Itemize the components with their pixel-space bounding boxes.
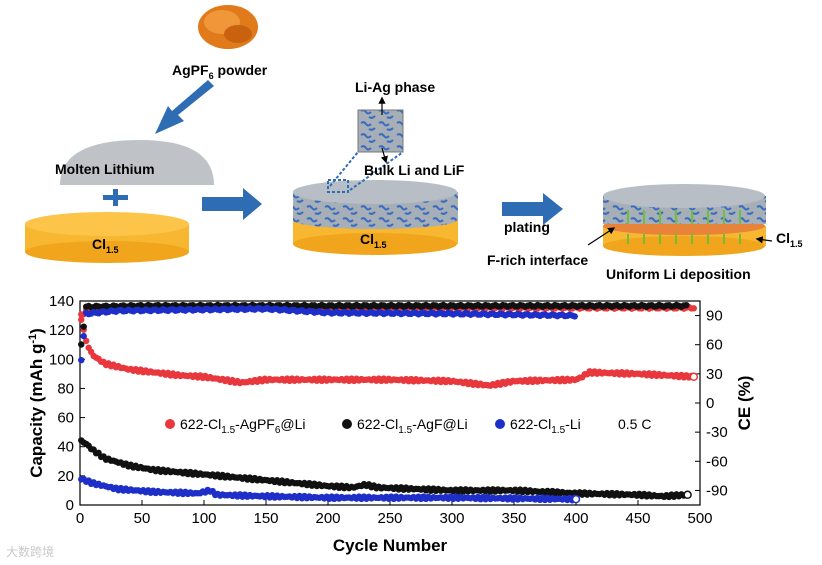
x-tick-label: 400: [563, 510, 588, 527]
capacity-endpoint-agf: [683, 490, 692, 500]
uniform-deposition-label: Uniform Li deposition: [606, 266, 751, 282]
ce-point-agf: [78, 341, 85, 348]
x-tick-label: 250: [377, 510, 402, 527]
molten-lithium-dome: [60, 140, 214, 185]
cl-label-left: Cl1.5: [92, 236, 119, 255]
legend-label-agpf6: 622-Cl1.5-AgPF6@Li: [180, 416, 306, 436]
cl-label-middle: Cl1.5: [360, 231, 387, 250]
cathode-disk-left: [25, 212, 189, 263]
y-left-axis-title: Capacity (mAh g-1): [27, 328, 46, 478]
data-points: [78, 301, 699, 504]
legend-label-agf: 622-Cl1.5-AgF@Li: [357, 416, 468, 436]
y-left-axis-ticks: 0 20 40 60 80 100 120 140: [49, 293, 85, 514]
y-left-tick-label: 60: [57, 410, 74, 427]
bulk-li-label: Bulk Li and LiF: [364, 162, 465, 178]
x-tick-label: 50: [134, 510, 151, 527]
y-left-tick-label: 100: [49, 351, 74, 368]
legend-marker-agf: [342, 419, 352, 429]
y-left-tick-label: 80: [57, 380, 74, 397]
y-left-tick-label: 20: [57, 468, 74, 485]
y-right-axis-title: CE (%): [735, 376, 754, 431]
arrow-step-one: [202, 188, 262, 220]
x-tick-label: 100: [191, 510, 216, 527]
watermark-logo: 大数跨境: [6, 545, 55, 559]
arrow-plating: [502, 193, 563, 225]
capacity-endpoint-agpf6: [689, 372, 699, 382]
x-tick-label: 150: [253, 510, 278, 527]
anode-disk-middle: [293, 180, 458, 255]
y-left-tick-label: 140: [49, 293, 74, 310]
legend-marker-agpf6: [165, 419, 175, 429]
y-right-tick-label: -90: [706, 482, 728, 499]
anode-disk-right: [603, 184, 766, 256]
y-right-tick-label: -60: [706, 453, 728, 470]
ce-point-agf: [683, 301, 690, 309]
y-left-tick-label: 120: [49, 322, 74, 339]
ce-point-agf: [80, 323, 87, 330]
x-axis-title: Cycle Number: [333, 536, 448, 555]
plus-icon: [103, 189, 128, 206]
y-right-tick-label: 0: [706, 395, 714, 412]
zoom-box: [327, 179, 349, 193]
ce-point-agpf6: [78, 316, 85, 323]
synthesis-schematic: AgPF6 powder Molten Lithium Cl1.5 Cl1.5 …: [25, 5, 803, 282]
ce-point-li: [80, 332, 87, 340]
powder-image: [198, 5, 258, 49]
y-right-tick-label: -30: [706, 424, 728, 441]
x-tick-label: 350: [501, 510, 526, 527]
plating-label: plating: [504, 219, 550, 235]
arrow-powder-to-lithium: [155, 80, 214, 134]
ce-point-agpf6: [690, 305, 697, 312]
ce-point-li: [78, 356, 85, 364]
li-ag-phase-inset: [357, 109, 404, 153]
cycling-chart: 0 50 100 150 200 250 300 350 400 450 500 020406080…: [27, 293, 754, 555]
cl-label-right: Cl1.5: [776, 230, 803, 249]
li-deposition-arrows: [627, 210, 741, 244]
y-right-tick-label: 30: [706, 366, 723, 383]
x-tick-label: 500: [687, 510, 712, 527]
molten-lithium-label: Molten Lithium: [55, 161, 155, 177]
y-right-axis-ticks: -90 -60 -30 0 30 60 90: [695, 308, 728, 499]
ce-point-li: [571, 313, 578, 320]
legend: 622-Cl1.5-AgPF6@Li 622-Cl1.5-AgF@Li 622-…: [165, 416, 651, 436]
y-right-tick-label: 90: [706, 308, 723, 325]
y-right-tick-label: 60: [706, 337, 723, 354]
legend-marker-li: [495, 419, 505, 429]
capacity-point-agpf6: [83, 337, 90, 345]
capacity-endpoint-li: [571, 494, 581, 504]
x-tick-label: 200: [315, 510, 340, 527]
x-axis-ticks: 0 50 100 150 200 250 300 350 400 450 500: [76, 500, 713, 527]
powder-label: AgPF6 powder: [172, 62, 268, 81]
f-rich-interface-label: F-rich interface: [487, 252, 588, 268]
li-ag-phase-label: Li-Ag phase: [355, 79, 435, 95]
x-tick-label: 300: [439, 510, 464, 527]
rate-label: 0.5 C: [618, 416, 651, 432]
x-tick-label: 0: [76, 510, 84, 527]
y-left-tick-label: 0: [66, 497, 74, 514]
x-tick-label: 450: [625, 510, 650, 527]
legend-label-li: 622-Cl1.5-Li: [510, 416, 581, 436]
y-left-tick-label: 40: [57, 439, 74, 456]
